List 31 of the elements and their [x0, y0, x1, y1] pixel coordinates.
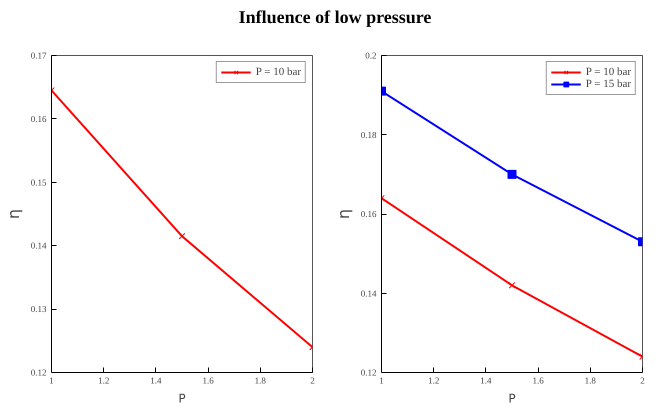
x-tick-label: 1.8	[584, 376, 596, 386]
x-tick-label: 1.2	[98, 376, 110, 386]
y-tick-label: 0.17	[30, 50, 47, 60]
x-tick-label: 1.8	[254, 376, 266, 386]
y-tick-label: 0.12	[30, 368, 46, 378]
y-tick-label: 0.16	[360, 209, 377, 219]
x-axis-title: P	[508, 392, 516, 406]
y-tick-label: 0.13	[30, 304, 47, 314]
y-tick-label: 0.2	[365, 50, 376, 60]
legend-label: P = 10 bar	[256, 66, 301, 78]
x-tick-label: 1	[379, 376, 384, 386]
y-tick-label: 0.16	[30, 114, 47, 124]
legend-label: P = 10 bar	[586, 66, 631, 78]
y-tick-label: 0.12	[360, 368, 376, 378]
x-tick-label: 2	[640, 376, 645, 386]
y-tick-label: 0.14	[360, 288, 377, 298]
y-tick-label: 0.18	[360, 130, 377, 140]
legend-label: P = 15 bar	[586, 78, 631, 90]
chart-title: Influence of low pressure	[238, 6, 432, 29]
y-tick-label: 0.15	[30, 177, 47, 188]
x-tick-label: 1.4	[150, 376, 162, 386]
x-tick-label: 1.2	[428, 376, 440, 386]
y-axis-title: η	[334, 208, 353, 220]
x-tick-label: 1.4	[480, 376, 492, 386]
x-axis-title: P	[178, 392, 186, 406]
x-tick-label: 2	[310, 376, 315, 386]
y-tick-label: 0.14	[30, 240, 47, 251]
y-axis-title: η	[4, 208, 23, 220]
x-tick-label: 1.6	[202, 376, 214, 386]
x-tick-label: 1.6	[532, 376, 544, 386]
x-tick-label: 1	[49, 376, 54, 386]
